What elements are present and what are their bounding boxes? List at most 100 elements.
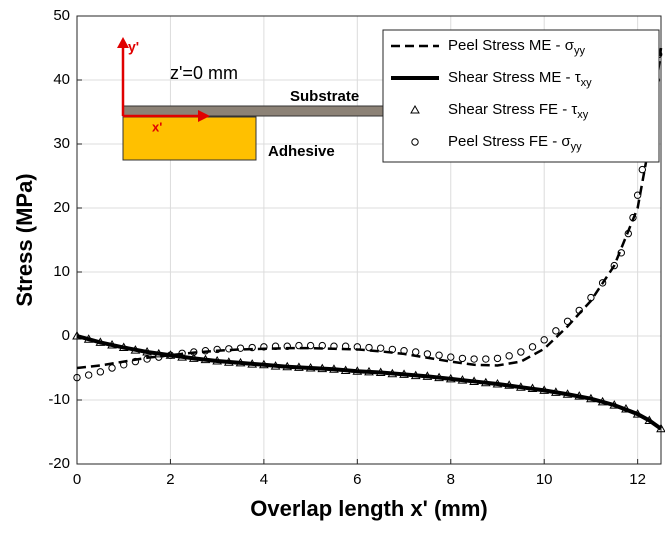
triangle-marker (574, 391, 585, 400)
x-tick-label: 8 (447, 471, 455, 488)
triangle-marker (95, 337, 106, 346)
circle-marker (248, 343, 256, 352)
legend-box (382, 29, 660, 163)
circle-marker (306, 341, 315, 350)
x-axis-label: Overlap length x' (mm) (250, 496, 488, 521)
triangle-marker (399, 369, 409, 378)
circle-marker (587, 293, 595, 302)
circle-marker (178, 349, 186, 357)
legend-text: Shear Stress FE - τ (448, 101, 577, 118)
y-arrow-head (117, 37, 129, 48)
triangle-marker (445, 373, 456, 383)
x-tick-label: 10 (536, 471, 553, 488)
circle-marker (400, 347, 408, 355)
legend-subscript: xy (581, 77, 593, 89)
circle-marker (190, 348, 198, 356)
annotation: Adhesive (268, 143, 335, 160)
x-tick-label: 2 (166, 471, 174, 488)
circle-marker (598, 279, 607, 287)
triangle-marker (352, 366, 363, 375)
triangle-marker (586, 393, 596, 403)
triangle-marker (270, 361, 281, 370)
circle-marker (201, 347, 210, 355)
triangle-marker (305, 362, 316, 372)
triangle-marker (539, 385, 550, 394)
triangle-marker (644, 415, 655, 424)
circle-marker (624, 229, 632, 238)
line (76, 334, 663, 431)
y-tick-label: -20 (48, 455, 70, 472)
legend-label: Shear Stress FE - τxy (448, 101, 589, 121)
circle-marker (505, 352, 513, 360)
circle-marker (341, 342, 350, 350)
y-tick-label: -10 (48, 391, 70, 408)
circle-marker (575, 306, 583, 315)
triangle-marker (188, 353, 199, 362)
x-tick-label: 0 (73, 471, 81, 488)
annotation: Substrate (290, 88, 359, 105)
circle-marker (108, 364, 116, 372)
circle-marker (236, 344, 245, 352)
y-tick-label: 50 (53, 7, 70, 24)
triangle-marker (259, 359, 269, 369)
triangle-marker (621, 403, 631, 413)
triangle-marker (492, 378, 503, 388)
triangle-marker (387, 368, 398, 378)
circle-marker (482, 355, 490, 363)
triangle-marker (153, 348, 164, 358)
triangle-marker (142, 346, 152, 356)
y-axis-label: Stress (MPa) (12, 173, 37, 306)
triangle-marker (118, 342, 129, 352)
circle-marker (155, 353, 163, 361)
circle-marker (283, 342, 291, 350)
legend-subscript: xy (577, 109, 589, 121)
circle-marker (213, 345, 221, 354)
circle-marker (563, 317, 572, 325)
triangle-marker (83, 334, 94, 343)
triangle-marker (422, 371, 433, 380)
circle-marker (540, 336, 548, 344)
circle-marker (73, 373, 81, 382)
circle-marker (318, 341, 326, 350)
circle-marker (388, 345, 397, 354)
circle-marker (629, 213, 637, 222)
triangle-marker (434, 372, 444, 382)
y-tick-label: 40 (53, 71, 70, 88)
circle-marker (412, 348, 420, 356)
legend-text: Peel Stress FE - σ (448, 133, 571, 150)
circle-marker (517, 348, 525, 356)
y-tick-label: 20 (53, 199, 70, 216)
triangle-marker (551, 387, 561, 396)
circle-marker (458, 354, 467, 363)
triangle-marker (340, 365, 351, 375)
circle-marker (365, 343, 373, 352)
legend-subscript: yy (571, 141, 583, 153)
x-arrow-head (198, 110, 210, 122)
triangle-marker (247, 359, 258, 368)
circle-marker (353, 343, 362, 351)
circle-marker (131, 357, 140, 366)
triangle-marker (515, 382, 526, 391)
y-tick-label: 0 (62, 327, 70, 344)
circle-marker (120, 361, 128, 369)
circle-marker (470, 355, 478, 363)
circle-marker (96, 368, 105, 376)
circle-marker (166, 351, 175, 359)
annotation: z'=0 mm (170, 63, 238, 83)
circle-marker (435, 351, 443, 359)
triangle-marker (410, 104, 420, 114)
circle-marker (638, 165, 647, 174)
y-tick-label: 30 (53, 135, 70, 152)
triangle-marker (504, 380, 515, 389)
inset-diagram: y' z'=0 mm Substrate x' Adhesive (117, 37, 393, 161)
triangle-marker (527, 383, 538, 392)
circle-marker (271, 342, 280, 350)
circle-marker (260, 343, 268, 351)
legend-text: Peel Stress ME - σ (448, 37, 575, 54)
circle-marker (447, 353, 455, 361)
circle-marker (295, 341, 303, 350)
triangle-marker (469, 376, 479, 385)
triangle-marker (223, 357, 234, 366)
triangle-marker (562, 389, 573, 398)
